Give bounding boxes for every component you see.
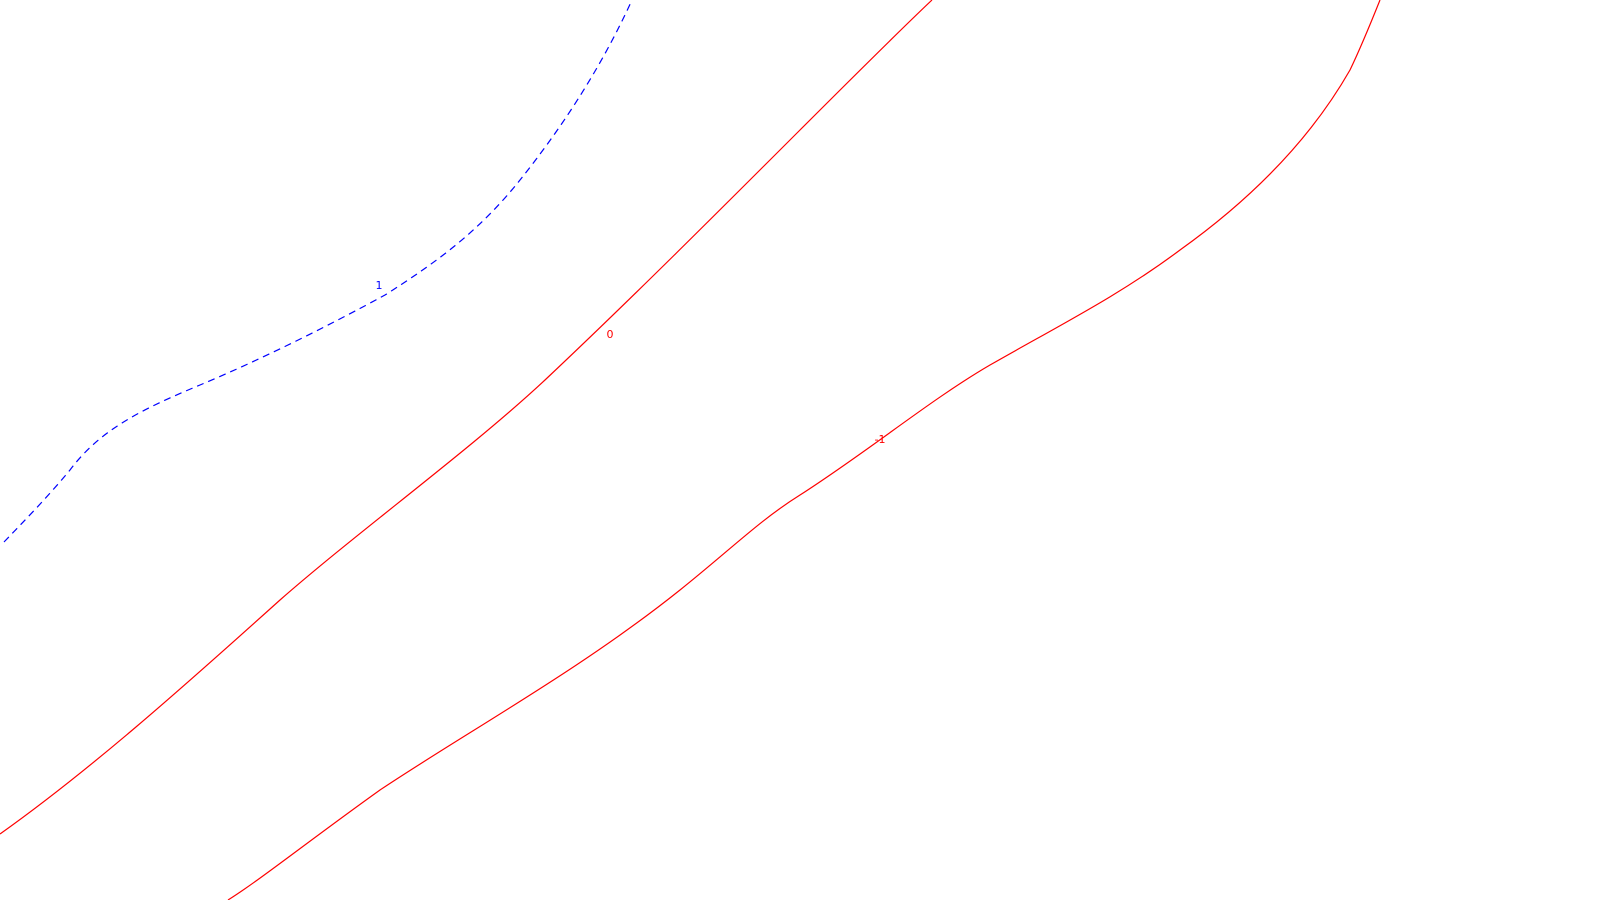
contour-line-0	[0, 0, 933, 835]
contour-label-0: 0	[607, 328, 614, 341]
contour-line-minus-1	[227, 0, 1381, 900]
contour-label-minus-1: -1	[875, 433, 886, 446]
contour-label-1: 1	[376, 279, 383, 292]
contour-line-1	[3, 0, 633, 543]
